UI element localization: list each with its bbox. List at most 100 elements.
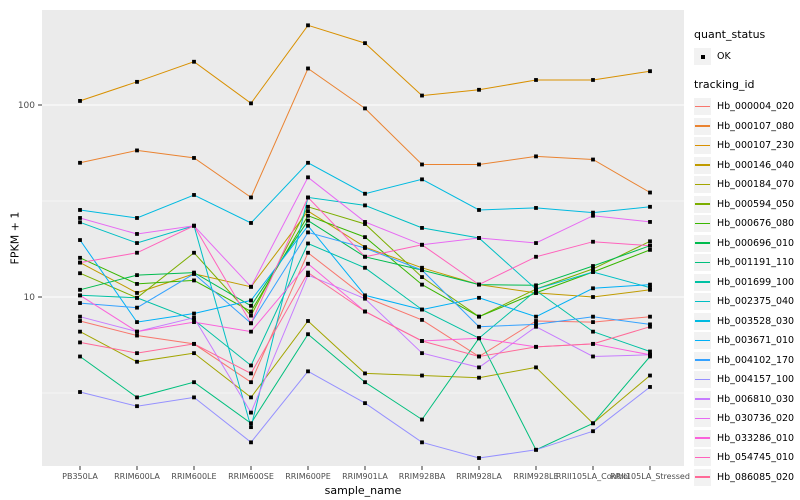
data-point	[306, 213, 310, 218]
x-tick-label: PB350LA	[62, 472, 98, 481]
data-point	[135, 232, 139, 236]
data-point	[534, 254, 538, 259]
legend-item-label: Hb_004157_100	[717, 374, 795, 385]
data-point	[249, 298, 253, 303]
legend-line-swatch-icon	[695, 222, 710, 225]
legend-item-label: Hb_054745_010	[717, 452, 795, 463]
legend-item-Hb_004157_100: Hb_004157_100	[694, 371, 800, 388]
legend-key-box	[694, 234, 711, 252]
data-point	[591, 429, 595, 434]
ok-point-marker-icon	[700, 54, 705, 59]
data-point	[591, 270, 595, 274]
data-point	[420, 268, 424, 273]
data-point	[648, 349, 652, 354]
data-point	[78, 99, 82, 103]
legend-item-label: Hb_000184_070	[717, 179, 795, 190]
data-point	[363, 222, 367, 226]
data-point	[306, 223, 310, 228]
data-point	[591, 421, 595, 426]
legend-item-Hb_033286_010: Hb_033286_010	[694, 429, 800, 447]
legend-line-swatch-icon	[695, 378, 710, 381]
legend-item-Hb_006810_030: Hb_006810_030	[694, 390, 800, 408]
data-point	[534, 322, 538, 327]
legend-key-box	[694, 48, 711, 65]
data-point	[306, 319, 310, 323]
legend-line-swatch-icon	[695, 164, 710, 166]
data-point	[249, 363, 253, 368]
data-point	[78, 220, 82, 225]
legend-line-swatch-icon	[695, 437, 710, 439]
legend-line-swatch-icon	[695, 300, 710, 303]
data-point	[306, 218, 310, 223]
data-point	[249, 425, 253, 430]
data-point	[420, 265, 424, 270]
legend-line-swatch-icon	[695, 320, 710, 322]
data-point	[192, 193, 196, 197]
data-point	[249, 313, 253, 318]
legend-key-box	[694, 371, 711, 388]
legend-key-box	[694, 351, 711, 369]
legend-line-swatch-icon	[695, 261, 710, 264]
data-point	[591, 286, 595, 291]
legend-item-Hb_086085_020: Hb_086085_020	[694, 468, 800, 486]
x-tick-label: RRIM901LA	[342, 472, 388, 481]
legend-line-swatch-icon	[695, 456, 710, 459]
data-point	[477, 295, 481, 300]
data-point	[78, 319, 82, 323]
data-point	[78, 390, 82, 394]
data-point	[477, 336, 481, 341]
data-point	[249, 321, 253, 326]
data-point	[648, 314, 652, 319]
data-point	[192, 278, 196, 283]
legend-key-box	[694, 98, 711, 115]
x-tick-label: RRIM600LA	[114, 472, 160, 481]
data-point	[534, 365, 538, 370]
data-point	[192, 250, 196, 255]
legend-key-box	[694, 156, 711, 174]
data-point	[249, 309, 253, 314]
data-point	[78, 354, 82, 359]
data-point	[534, 241, 538, 245]
legend-item-label: Hb_006810_030	[717, 393, 795, 405]
data-point	[135, 291, 139, 295]
data-point	[477, 375, 481, 380]
data-point	[363, 41, 367, 46]
data-point	[420, 373, 424, 378]
legend-item-Hb_000594_050: Hb_000594_050	[694, 195, 800, 213]
data-point	[306, 241, 310, 246]
plot-panel	[42, 10, 684, 466]
legend-item-Hb_001191_110: Hb_001191_110	[694, 254, 800, 271]
data-point	[78, 255, 82, 260]
data-point	[135, 250, 139, 255]
data-point	[306, 273, 310, 278]
data-point	[420, 440, 424, 445]
legend-line-swatch-icon	[695, 398, 710, 400]
x-tick-label: RRIM600PE	[285, 472, 331, 481]
legend-line-swatch-icon	[695, 242, 710, 244]
data-point	[591, 213, 595, 218]
data-point	[363, 296, 367, 301]
x-tick-label: RRIM928LA	[456, 472, 502, 481]
data-point	[192, 317, 196, 322]
data-point	[648, 322, 652, 327]
legend-item-label: Hb_000594_050	[717, 198, 795, 210]
data-point	[135, 79, 139, 84]
legend-item-label: Hb_003528_030	[717, 315, 795, 327]
data-point	[534, 447, 538, 452]
data-point	[648, 247, 652, 252]
legend-item-Hb_003671_010: Hb_003671_010	[694, 332, 800, 349]
data-point	[420, 242, 424, 247]
legend-key-box	[694, 215, 711, 232]
legend-item-label: Hb_000004_020	[717, 101, 795, 112]
legend-item-Hb_000696_010: Hb_000696_010	[694, 234, 800, 252]
data-point	[135, 282, 139, 286]
data-point	[306, 369, 310, 374]
data-point	[477, 282, 481, 287]
legend-key-box	[694, 449, 711, 466]
legend-item-label: Hb_002375_040	[717, 296, 795, 307]
legend-item-label: Hb_000696_010	[717, 237, 795, 249]
data-point	[306, 270, 310, 275]
data-point	[648, 220, 652, 224]
data-point	[363, 203, 367, 208]
